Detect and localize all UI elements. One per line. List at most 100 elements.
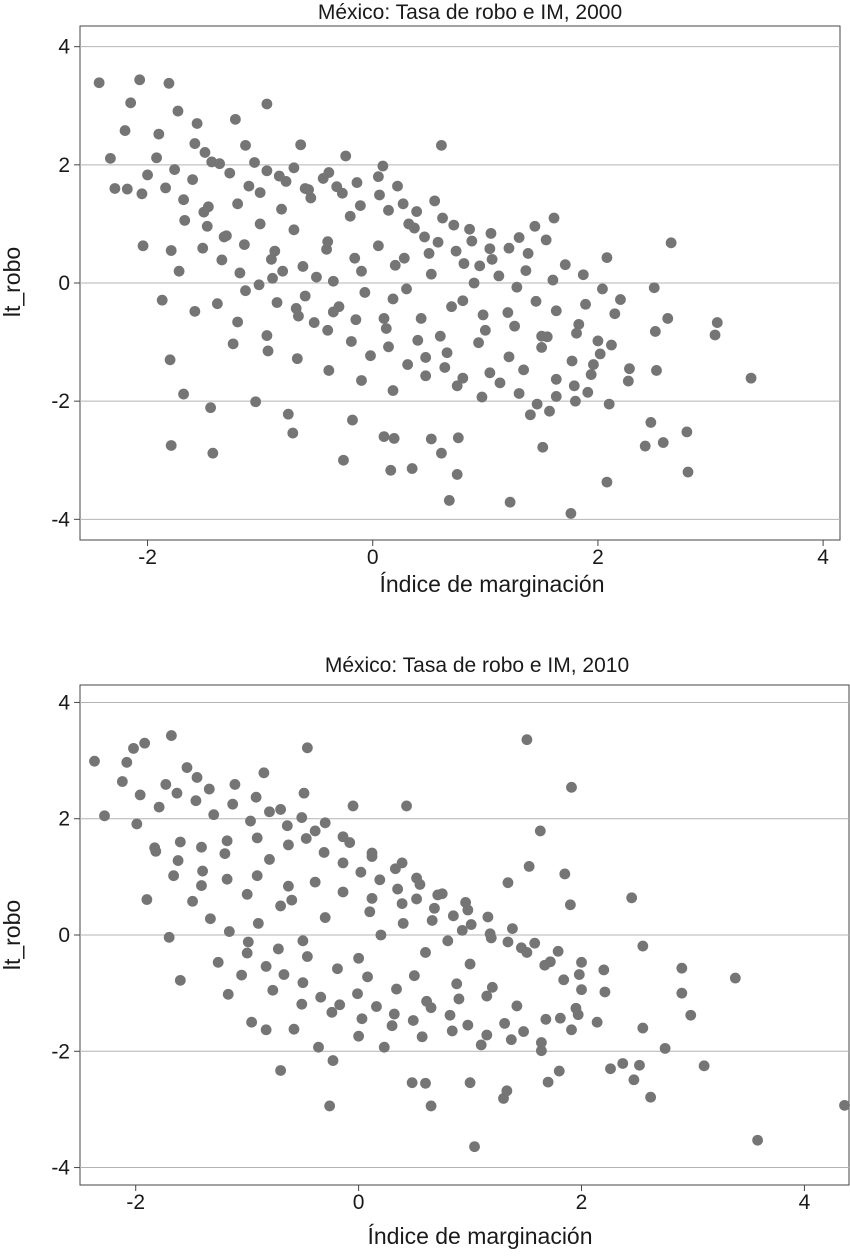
scatter-point: [344, 837, 356, 848]
scatter-point: [377, 160, 389, 172]
scatter-point: [301, 742, 313, 754]
scatter-point: [745, 372, 757, 384]
scatter-point: [272, 943, 284, 955]
scatter-point: [109, 183, 121, 194]
scatter-point: [568, 380, 580, 392]
scatter-panel-2010: 4 2 0 -2 -4 -2 0 2 4 México: Tasa de robo e IM,…: [0, 640, 850, 1253]
scatter-point: [729, 972, 741, 984]
scatter-point: [485, 227, 497, 239]
scatter-point: [639, 440, 651, 452]
scatter-point: [323, 365, 335, 376]
scatter-point: [423, 248, 435, 259]
scatter-point: [254, 218, 266, 230]
scatter-point: [634, 1059, 645, 1071]
scatter-point: [531, 398, 543, 410]
scatter-point: [350, 314, 362, 326]
scatter-point: [93, 77, 105, 89]
scatter-point: [577, 269, 589, 281]
scatter-point: [609, 308, 621, 320]
scatter-point: [364, 906, 376, 918]
scatter-point: [296, 812, 308, 823]
x-axis-title: Índice de marginación: [379, 571, 604, 597]
scatter-point: [447, 910, 459, 922]
scatter-point: [299, 290, 311, 302]
scatter-point: [254, 187, 266, 199]
x-tick-label: -2: [126, 1191, 145, 1214]
scatter-point: [436, 888, 448, 900]
scatter-point: [385, 464, 397, 476]
scatter-point: [425, 433, 437, 445]
scatter-point: [172, 855, 184, 866]
scatter-point: [457, 372, 469, 384]
scatter-point: [685, 1009, 697, 1021]
scatter-point: [599, 986, 611, 998]
scatter-panel-2000: 4 2 0 -2 -4 -2 0 2 4 México: Tasa de robo e IM,…: [0, 0, 850, 610]
scatter-point: [229, 779, 241, 790]
scatter-point: [150, 845, 162, 857]
scatter-point: [409, 222, 420, 234]
scatter-point: [503, 351, 515, 363]
scatter-point: [197, 865, 208, 877]
scatter-point: [451, 469, 463, 480]
scatter-point: [322, 236, 334, 248]
scatter-point: [139, 737, 151, 749]
y-tick-label: -4: [51, 508, 70, 531]
scatter-point: [297, 935, 309, 947]
scatter-point: [296, 998, 308, 1010]
scatter-point: [442, 935, 454, 947]
scatter-point: [539, 959, 551, 971]
scatter-point: [552, 945, 564, 957]
scatter-point: [566, 781, 577, 793]
scatter-point: [441, 347, 453, 359]
scatter-point: [505, 1034, 517, 1046]
scatter-point: [628, 1074, 640, 1086]
scatter-point: [160, 779, 172, 790]
x-tick-label: 4: [799, 1191, 811, 1214]
scatter-point: [174, 836, 186, 848]
gridlines: [80, 46, 840, 520]
scatter-point: [288, 162, 300, 174]
scatter-point: [383, 341, 394, 353]
scatter-point: [411, 893, 422, 905]
scatter-point: [198, 206, 210, 218]
scatter-point: [240, 285, 251, 297]
scatter-point: [372, 171, 384, 183]
scatter-point: [121, 756, 133, 768]
x-tick-label: 0: [353, 1191, 365, 1214]
scatter-point: [313, 1041, 324, 1053]
scatter-point: [420, 370, 432, 382]
scatter-point: [121, 183, 133, 195]
scatter-point: [484, 367, 496, 379]
scatter-point: [181, 762, 193, 773]
scatter-point: [232, 316, 244, 328]
scatter-point: [278, 969, 290, 980]
scatter-point: [275, 900, 287, 912]
scatter-point: [605, 1063, 616, 1075]
scatter-point: [221, 835, 233, 847]
scatter-point: [406, 463, 418, 474]
scatter-point: [317, 173, 329, 184]
scatter-point: [333, 301, 345, 313]
scatter-point: [518, 1026, 529, 1037]
scatter-point: [271, 297, 283, 308]
scatter-point: [165, 440, 177, 451]
data-points: [89, 730, 850, 1153]
scatter-point: [212, 956, 224, 968]
scatter-point: [513, 232, 525, 243]
scatter-point: [446, 301, 457, 313]
scatter-point: [246, 1016, 258, 1028]
scatter-point: [582, 386, 594, 398]
scatter-point: [89, 755, 100, 767]
scatter-point: [353, 1030, 365, 1042]
scatter-point: [116, 776, 128, 787]
scatter-point: [486, 253, 498, 265]
chart-title: México: Tasa de robo e IM, 2000: [318, 1, 622, 24]
scatter-point: [345, 336, 357, 347]
scatter-point: [366, 847, 378, 859]
scatter-point: [253, 279, 265, 291]
x-tick-label: -2: [138, 546, 157, 569]
scatter-point: [443, 495, 455, 506]
scatter-point: [286, 894, 298, 906]
scatter-point: [468, 277, 480, 289]
scatter-point: [160, 182, 171, 194]
